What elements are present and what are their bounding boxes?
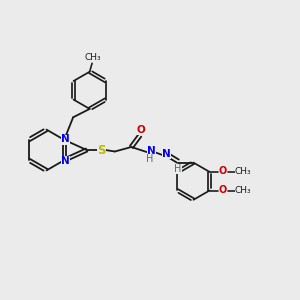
Text: O: O [219,185,227,195]
Text: O: O [219,166,227,176]
Text: O: O [136,125,145,135]
Text: H: H [174,164,182,174]
Text: CH₃: CH₃ [235,186,251,195]
Text: N: N [162,148,171,159]
Text: N: N [147,146,156,156]
Text: N: N [61,134,70,145]
Text: CH₃: CH₃ [84,53,101,62]
Text: S: S [97,143,106,157]
Text: N: N [61,155,70,166]
Text: CH₃: CH₃ [235,167,251,176]
Text: H: H [146,154,153,164]
